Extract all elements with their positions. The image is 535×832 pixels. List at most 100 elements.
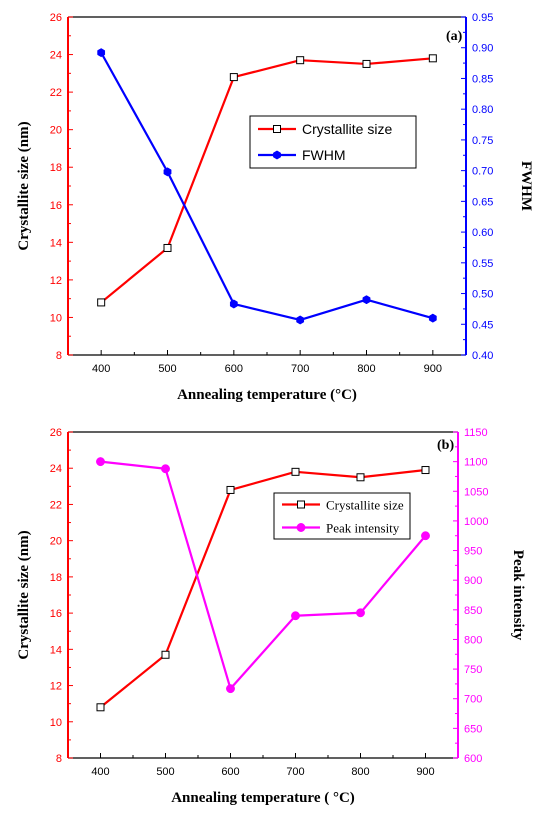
right-y-tick-label: 0.40 [472, 350, 493, 362]
data-point-series-2 [226, 684, 235, 694]
right-y-tick-label: 0.70 [472, 166, 493, 178]
x-tick-label: 500 [156, 766, 174, 778]
legend-swatch-marker [273, 125, 281, 133]
data-point-series-2 [96, 457, 105, 467]
right-y-tick-label: 0.95 [472, 12, 493, 24]
series-line-2 [100, 460, 427, 690]
right-y-tick-label: 950 [464, 546, 482, 558]
left-y-tick-label: 18 [50, 572, 62, 584]
left-y-axis-title: Crystallite size (nm) [16, 121, 32, 250]
x-tick-label: 700 [286, 766, 304, 778]
panel-label: (a) [446, 29, 463, 44]
left-y-tick-label: 8 [56, 753, 62, 765]
chart-panel-a: 400 500 600 700 800 900 8 10 12 14 16 18 20 22 24 26 0.4… [16, 12, 534, 403]
right-y-tick-label: 600 [464, 753, 482, 765]
right-y-tick-label: 0.65 [472, 196, 493, 208]
right-y-tick-label: 1150 [464, 427, 488, 439]
left-y-tick-label: 14 [50, 237, 62, 249]
x-tick-label: 400 [91, 766, 109, 778]
left-y-tick-label: 20 [50, 536, 62, 548]
left-y-tick-label: 18 [50, 162, 62, 174]
data-point-series-1 [161, 650, 170, 659]
left-y-tick-label: 24 [50, 50, 62, 62]
right-y-tick-label: 0.55 [472, 258, 493, 270]
data-point-series-1 [356, 473, 365, 482]
data-point-series-2 [362, 295, 371, 305]
legend-box [249, 115, 417, 169]
x-tick-label: 800 [351, 766, 369, 778]
left-y-tick-label: 10 [50, 312, 62, 324]
right-y-tick-label: 0.80 [472, 104, 493, 116]
data-point-series-2 [428, 313, 437, 323]
left-y-tick-label: 26 [50, 427, 62, 439]
legend-label: Crystallite size [302, 121, 392, 137]
x-tick-label: 800 [357, 363, 375, 375]
data-point-series-2 [291, 611, 300, 621]
data-point-series-2 [97, 48, 106, 58]
right-y-tick-label: 850 [464, 605, 482, 617]
x-tick-label: 500 [158, 363, 176, 375]
x-tick-label: 600 [221, 766, 239, 778]
data-point-series-2 [163, 167, 172, 177]
right-y-tick-label: 0.75 [472, 135, 493, 147]
data-point-series-2 [421, 531, 430, 541]
right-y-axis-title: FWHM [518, 161, 534, 211]
right-y-tick-label: 0.50 [472, 289, 493, 301]
right-y-axis-title: Peak intensity [510, 550, 526, 641]
legend-swatch-marker [297, 500, 305, 509]
left-y-tick-label: 16 [50, 608, 62, 620]
legend-label: Crystallite size [326, 498, 404, 513]
data-point-series-2 [161, 464, 170, 474]
right-y-tick-label: 700 [464, 694, 482, 706]
legend-swatch-marker [296, 523, 306, 532]
left-y-tick-label: 26 [50, 12, 62, 24]
x-axis-title: Annealing temperature ( °C) [171, 790, 355, 806]
left-y-tick-label: 24 [50, 463, 62, 475]
series-line-1 [99, 468, 426, 709]
left-y-tick-label: 14 [50, 644, 62, 656]
left-y-tick-label: 20 [50, 125, 62, 137]
chart-panel-b: 400 500 600 700 800 900 8 10 12 14 16 18 20 22 24 26 600… [16, 427, 526, 806]
data-point-series-1 [96, 703, 105, 712]
right-y-tick-label: 1100 [464, 457, 488, 469]
data-point-series-1 [291, 467, 300, 476]
data-point-series-2 [356, 608, 365, 618]
right-y-tick-label: 1000 [464, 516, 488, 528]
legend-box [273, 492, 411, 540]
data-point-series-1 [362, 59, 371, 68]
left-y-axis-title: Crystallite size (nm) [16, 530, 32, 659]
left-y-tick-label: 8 [56, 350, 62, 362]
data-point-series-1 [97, 298, 106, 307]
right-y-tick-label: 1050 [464, 486, 488, 498]
x-tick-label: 400 [92, 363, 110, 375]
right-y-tick-label: 0.90 [472, 43, 493, 55]
right-y-tick-label: 0.60 [472, 227, 493, 239]
data-point-series-1 [296, 56, 305, 65]
data-point-series-2 [229, 299, 238, 309]
x-tick-label: 900 [416, 766, 434, 778]
right-y-tick-label: 750 [464, 664, 482, 676]
x-tick-label: 900 [424, 363, 442, 375]
legend-label: Peak intensity [326, 521, 400, 536]
series-line-2 [100, 52, 434, 322]
data-point-series-1 [428, 54, 437, 63]
right-y-tick-label: 650 [464, 723, 482, 735]
panel-label: (b) [437, 438, 454, 453]
data-point-series-1 [421, 466, 430, 475]
series-line-1 [100, 57, 433, 304]
right-y-tick-label: 900 [464, 575, 482, 587]
left-y-tick-label: 10 [50, 717, 62, 729]
x-tick-label: 600 [225, 363, 243, 375]
left-y-tick-label: 16 [50, 200, 62, 212]
right-y-tick-label: 800 [464, 634, 482, 646]
x-tick-label: 700 [291, 363, 309, 375]
right-y-tick-label: 0.85 [472, 73, 493, 85]
left-y-tick-label: 12 [50, 681, 62, 693]
left-y-tick-label: 22 [50, 499, 62, 511]
data-point-series-1 [229, 73, 238, 82]
legend-label: FWHM [302, 147, 346, 163]
legend-swatch-marker [273, 150, 281, 160]
left-y-tick-label: 12 [50, 275, 62, 287]
data-point-series-1 [226, 485, 235, 494]
